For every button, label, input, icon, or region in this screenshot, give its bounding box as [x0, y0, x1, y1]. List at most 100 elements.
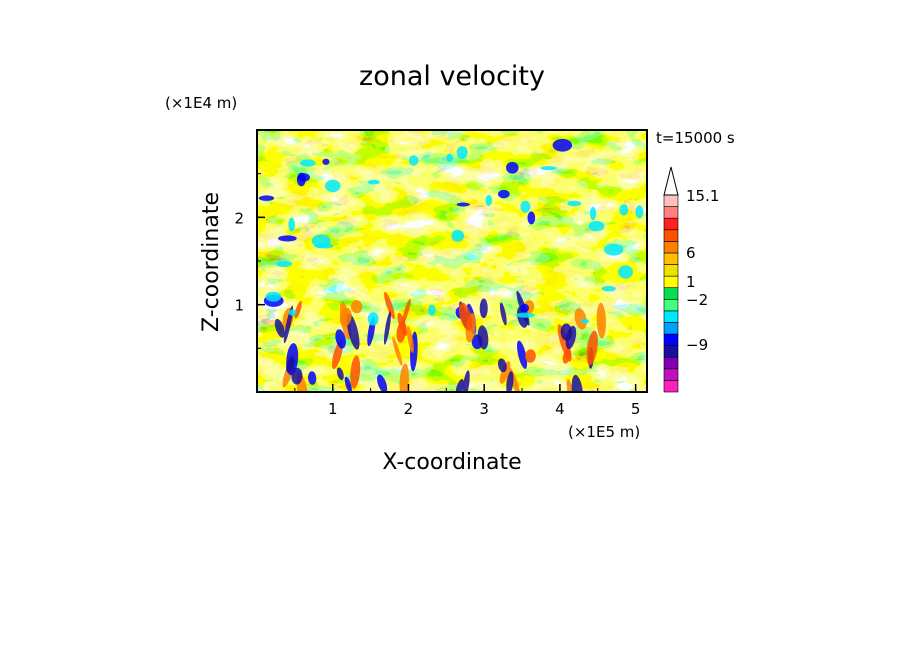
field-feature: [350, 355, 361, 389]
colorbar-label: 1: [686, 273, 696, 291]
colorbar-swatch: [663, 356, 679, 370]
field-feature: [401, 298, 411, 326]
field-feature: [477, 325, 489, 350]
time-label: t=15000 s: [656, 129, 735, 147]
field-feature: [322, 158, 330, 165]
field-feature: [314, 243, 334, 249]
colorbar-label: 6: [686, 244, 696, 262]
field-feature: [396, 321, 406, 343]
field-feature: [520, 303, 530, 313]
colorbar-swatch: [663, 217, 679, 231]
field-feature: [344, 376, 352, 392]
x-tick-label: 4: [555, 400, 565, 418]
field-feature: [499, 361, 511, 384]
field-feature: [307, 371, 317, 385]
field-feature: [288, 309, 297, 316]
field-feature: [520, 200, 531, 213]
y-tick-label: 1: [234, 297, 244, 315]
field-feature: [399, 363, 409, 392]
field-feature: [560, 323, 573, 341]
field-feature: [552, 138, 573, 152]
x-unit-label: (×1E5 m): [568, 423, 640, 441]
field-feature: [516, 340, 528, 369]
field-feature: [288, 217, 295, 232]
field-feature: [335, 329, 346, 349]
y-unit-label: (×1E4 m): [165, 94, 237, 112]
chart-title: zonal velocity: [359, 61, 545, 92]
colorbar-swatch: [663, 264, 679, 277]
colorbar-swatch: [663, 322, 679, 335]
colorbar: 15.1 6 1−2 −9: [663, 166, 719, 393]
x-tick-label: 5: [631, 400, 641, 418]
field-feature: [588, 221, 605, 232]
field-feature: [589, 206, 597, 221]
field-feature: [297, 173, 311, 182]
field-feature: [278, 235, 297, 242]
colorbar-swatch: [663, 333, 679, 346]
field-feature: [601, 285, 616, 292]
x-tick-label: 1: [328, 400, 338, 418]
field-feature: [367, 179, 380, 185]
colorbar-swatch: [663, 287, 679, 300]
colorbar-swatch: [663, 252, 679, 265]
field-feature: [408, 155, 419, 166]
field-feature: [515, 312, 535, 318]
field-feature: [294, 301, 302, 319]
colorbar-swatch: [663, 368, 679, 381]
field-feature: [525, 349, 536, 363]
field-feature: [635, 205, 644, 219]
x-tick-label: 2: [404, 400, 414, 418]
field-feature: [566, 379, 573, 392]
field-feature: [325, 179, 341, 193]
field-feature: [406, 325, 414, 353]
colorbar-swatch: [663, 229, 679, 242]
field-feature: [527, 211, 536, 225]
field-feature: [485, 194, 493, 206]
field-feature: [446, 153, 453, 162]
field-feature: [367, 312, 379, 326]
colorbar-label: −9: [686, 336, 708, 354]
field-feature: [567, 200, 582, 207]
field-feature: [377, 374, 388, 392]
field-feature: [392, 336, 403, 366]
field-feature: [479, 298, 488, 319]
y-tick-label: 2: [234, 209, 244, 227]
field-feature: [265, 291, 282, 302]
field-feature: [339, 307, 352, 327]
colorbar-swatch: [663, 241, 679, 254]
field-feature: [274, 318, 285, 338]
colorbar-swatch: [663, 206, 679, 219]
colorbar-swatch: [663, 194, 679, 207]
field-feature: [499, 302, 507, 326]
field-feature: [458, 302, 473, 331]
field-feature: [596, 302, 606, 339]
field-feature: [275, 261, 293, 268]
field-feature: [456, 146, 468, 159]
field-feature: [336, 367, 344, 381]
field-feature: [285, 356, 295, 373]
field-feature: [384, 291, 395, 320]
field-feature: [506, 161, 519, 174]
field-feature: [456, 202, 470, 207]
field-feature: [497, 358, 507, 373]
x-tick-label: 3: [479, 400, 489, 418]
field-feature: [383, 311, 391, 345]
colorbar-swatch: [663, 310, 679, 323]
field-feature: [581, 318, 590, 324]
colorbar-swatch: [663, 275, 679, 289]
colorbar-swatch: [663, 380, 679, 393]
colorbar-label: 15.1: [686, 187, 719, 205]
field-feature: [451, 229, 465, 242]
field-feature: [619, 204, 629, 216]
x-axis-label: X-coordinate: [382, 450, 521, 475]
colorbar-label: −2: [686, 291, 708, 309]
field-feature: [618, 265, 633, 279]
field-feature: [291, 367, 303, 385]
field-feature: [428, 304, 436, 316]
field-feature: [258, 195, 275, 201]
field-feature: [586, 330, 598, 366]
field-feature: [574, 308, 587, 330]
field-feature: [603, 243, 624, 256]
field-feature: [540, 166, 557, 171]
